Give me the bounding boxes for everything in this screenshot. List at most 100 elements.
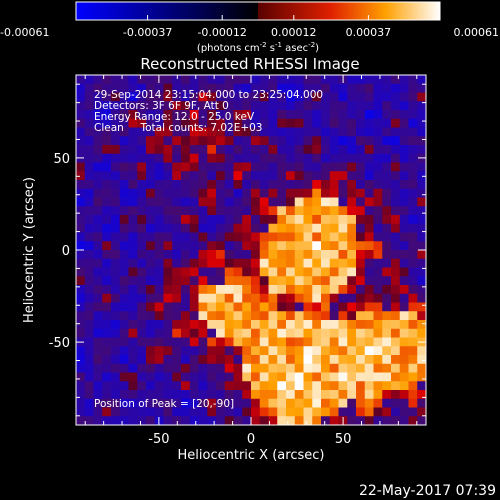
heatmap-cell xyxy=(294,293,304,303)
heatmap-cell xyxy=(373,267,383,277)
heatmap-cell xyxy=(294,302,304,312)
heatmap-cell xyxy=(233,180,243,190)
heatmap-cell xyxy=(321,215,331,225)
heatmap-cell xyxy=(399,118,409,128)
heatmap-cell xyxy=(294,127,304,137)
heatmap-cell xyxy=(382,241,392,251)
heatmap-cell xyxy=(347,320,357,330)
heatmap-cell xyxy=(347,162,357,172)
heatmap-cell xyxy=(146,337,156,347)
heatmap-cell xyxy=(84,372,94,382)
heatmap-cell xyxy=(128,302,138,312)
heatmap-cell xyxy=(364,311,374,321)
heatmap-cell xyxy=(146,83,156,93)
heatmap-cell xyxy=(93,118,103,128)
heatmap-cell xyxy=(329,381,339,391)
heatmap-cell xyxy=(347,337,357,347)
heatmap-cell xyxy=(224,197,234,207)
heatmap-cell xyxy=(233,206,243,216)
heatmap-cell xyxy=(329,241,339,251)
heatmap-cell xyxy=(111,136,121,146)
heatmap-cell xyxy=(391,145,401,155)
heatmap-cell xyxy=(207,285,217,295)
heatmap-cell xyxy=(294,355,304,365)
heatmap-cell xyxy=(128,311,138,321)
heatmap-cell xyxy=(338,293,348,303)
heatmap-cell xyxy=(251,153,261,163)
heatmap-cell xyxy=(224,145,234,155)
heatmap-cell xyxy=(347,355,357,365)
heatmap-cell xyxy=(233,381,243,391)
heatmap-cell xyxy=(189,197,199,207)
heatmap-cell xyxy=(399,101,409,111)
heatmap-cell xyxy=(364,101,374,111)
heatmap-cell xyxy=(181,390,191,400)
heatmap-cell xyxy=(111,145,121,155)
heatmap-cell xyxy=(102,381,112,391)
heatmap-cell xyxy=(224,372,234,382)
heatmap-cell xyxy=(128,101,138,111)
heatmap-cell xyxy=(303,363,313,373)
heatmap-cell xyxy=(233,390,243,400)
heatmap-cell xyxy=(382,153,392,163)
heatmap-cell xyxy=(356,250,366,260)
heatmap-cell xyxy=(172,398,182,408)
heatmap-cell xyxy=(303,110,313,120)
heatmap-cell xyxy=(408,136,418,146)
heatmap-cell xyxy=(233,171,243,181)
heatmap-cell xyxy=(137,75,147,85)
heatmap-cell xyxy=(294,153,304,163)
heatmap-cell xyxy=(399,320,409,330)
heatmap-cell xyxy=(329,258,339,268)
heatmap-cell xyxy=(364,293,374,303)
heatmap-cell xyxy=(242,197,252,207)
heatmap-cell xyxy=(119,101,129,111)
heatmap-cell xyxy=(242,223,252,233)
heatmap-cell xyxy=(382,162,392,172)
heatmap-cell xyxy=(294,110,304,120)
heatmap-cell xyxy=(233,145,243,155)
heatmap-cell xyxy=(163,223,173,233)
heatmap-cell xyxy=(356,215,366,225)
heatmap-cell xyxy=(277,75,287,85)
heatmap-cell xyxy=(102,398,112,408)
heatmap-cell xyxy=(347,110,357,120)
heatmap-cell xyxy=(172,285,182,295)
heatmap-cell xyxy=(146,223,156,233)
heatmap-cell xyxy=(242,302,252,312)
heatmap-cell xyxy=(163,363,173,373)
heatmap-cell xyxy=(294,136,304,146)
heatmap-cell xyxy=(111,302,121,312)
heatmap-cell xyxy=(268,171,278,181)
heatmap-cell xyxy=(294,398,304,408)
heatmap-cell xyxy=(76,162,86,172)
heatmap-cell xyxy=(268,250,278,260)
heatmap-cell xyxy=(111,92,121,102)
heatmap-cell xyxy=(216,293,226,303)
heatmap-cell xyxy=(242,162,252,172)
heatmap-cell xyxy=(242,118,252,128)
heatmap-cell xyxy=(268,416,278,426)
heatmap-cell xyxy=(137,381,147,391)
heatmap-cell xyxy=(391,162,401,172)
heatmap-cell xyxy=(356,197,366,207)
heatmap-cell xyxy=(338,267,348,277)
heatmap-cell xyxy=(373,145,383,155)
heatmap-cell xyxy=(76,328,86,338)
heatmap-cell xyxy=(216,416,226,426)
heatmap-cell xyxy=(303,153,313,163)
heatmap-cell xyxy=(329,337,339,347)
heatmap-cell xyxy=(312,285,322,295)
heatmap-cell xyxy=(163,110,173,120)
heatmap-cell xyxy=(286,372,296,382)
heatmap-cell xyxy=(399,398,409,408)
heatmap-cell xyxy=(259,311,269,321)
heatmap-cell xyxy=(356,407,366,417)
heatmap-cell xyxy=(111,363,121,373)
heatmap-cell xyxy=(216,302,226,312)
heatmap-cell xyxy=(137,171,147,181)
heatmap-cell xyxy=(373,285,383,295)
heatmap-cell xyxy=(181,258,191,268)
heatmap-cell xyxy=(172,250,182,260)
heatmap-cell xyxy=(146,250,156,260)
